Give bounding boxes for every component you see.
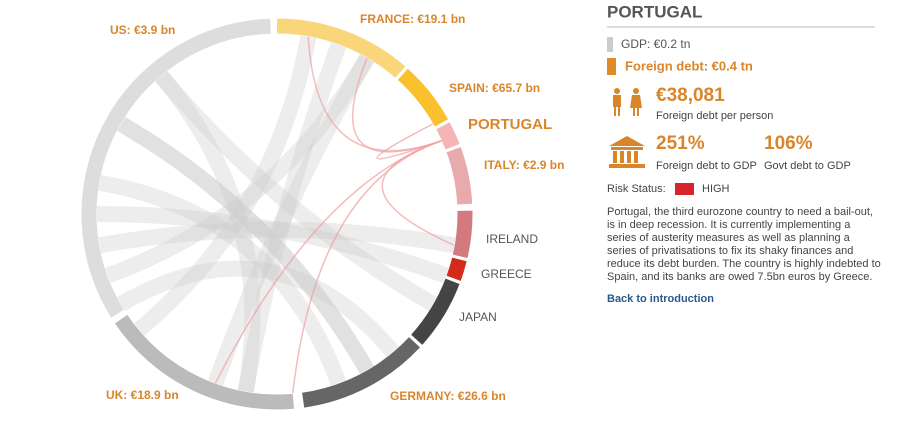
- per-person-label: Foreign debt per person: [656, 110, 773, 122]
- country-label: UK: €18.9 bn: [106, 388, 179, 402]
- description: Portugal, the third eurozone country to …: [607, 206, 881, 283]
- description-line: reduce its debt burden. The country is h…: [607, 258, 881, 270]
- ring: [81, 18, 473, 410]
- ring-segment: [446, 147, 473, 205]
- description-line: Spain, and its banks are owed 7.5bn euro…: [607, 271, 872, 283]
- chord: [155, 70, 437, 311]
- chord: [105, 54, 374, 284]
- chord: [155, 70, 261, 393]
- risk-label: Risk Status:: [607, 183, 666, 195]
- people-icon: [613, 88, 642, 116]
- panel-title: PORTUGAL: [607, 2, 702, 21]
- description-line: series of privatisations to fix its shak…: [607, 245, 853, 257]
- govt-debt-label: Govt debt to GDP: [764, 160, 851, 172]
- description-line: Portugal, the third eurozone country to …: [607, 206, 873, 218]
- country-label: IRELAND: [486, 232, 538, 246]
- risk-swatch: [675, 183, 694, 195]
- ring-segment: [302, 337, 420, 408]
- country-label: US: €3.9 bn: [110, 23, 175, 37]
- description-line: series of austerity measures as well as …: [607, 232, 851, 244]
- chord: [351, 57, 442, 153]
- chord: [237, 42, 347, 393]
- country-label: GERMANY: €26.6 bn: [390, 389, 506, 403]
- ring-segment: [446, 257, 467, 281]
- chord: [96, 206, 449, 284]
- country-label: FRANCE: €19.1 bn: [360, 12, 465, 26]
- debt-swatch: [607, 58, 616, 75]
- chord: [133, 35, 317, 336]
- country-label: GREECE: [481, 267, 532, 281]
- country-label: JAPAN: [459, 310, 497, 324]
- back-link[interactable]: Back to introduction: [607, 293, 714, 305]
- chord: [376, 123, 442, 160]
- ring-segment: [114, 314, 295, 410]
- country-label: ITALY: €2.9 bn: [484, 158, 564, 172]
- chord: [117, 117, 374, 374]
- ring-segment: [81, 18, 271, 318]
- chord: [117, 117, 374, 374]
- chord: [98, 174, 347, 386]
- ring-segment: [411, 278, 460, 345]
- country-label: PORTUGAL: [468, 116, 552, 133]
- debt-to-gdp-label: Foreign debt to GDP: [656, 160, 757, 172]
- govt-debt-value: 106%: [764, 133, 813, 154]
- chords: [96, 35, 456, 394]
- debt-to-gdp-value: 251%: [656, 133, 705, 154]
- ring-segment: [452, 210, 473, 258]
- ring-segment: [436, 122, 460, 150]
- chord: [207, 54, 374, 386]
- ring-segment: [397, 68, 448, 127]
- gdp-swatch: [607, 37, 613, 52]
- country-label: SPAIN: €65.7 bn: [449, 81, 540, 95]
- foreign-debt: Foreign debt: €0.4 tn: [625, 58, 753, 73]
- chord: [117, 260, 399, 358]
- chord: [291, 140, 442, 394]
- bank-icon: [609, 136, 645, 168]
- risk-value: HIGH: [702, 183, 730, 195]
- chord: [98, 221, 456, 254]
- per-person-value: €38,081: [656, 85, 725, 106]
- description-line: is in deep recession. It is currently im…: [607, 219, 851, 231]
- ring-segment: [276, 18, 406, 78]
- gdp: GDP: €0.2 tn: [621, 37, 690, 51]
- chord: [381, 140, 455, 246]
